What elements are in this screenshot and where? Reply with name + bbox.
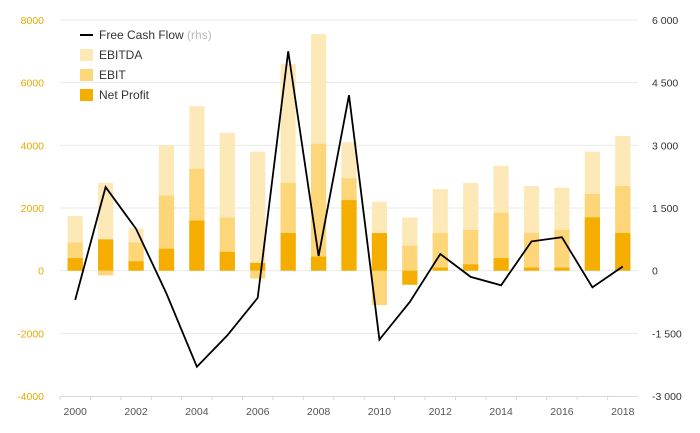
left-y-tick-label: -4000: [17, 391, 44, 403]
net-profit-bar: [310, 256, 327, 271]
net-profit-bar: [158, 248, 175, 271]
net-profit-bar: [584, 217, 600, 271]
legend-label-ebitda: EBITDA: [99, 48, 142, 62]
net-profit-bar: [615, 233, 631, 271]
right-y-tick-label: 6 000: [652, 15, 678, 27]
net-profit-bar: [341, 200, 357, 271]
x-tick-label: 2008: [307, 406, 331, 418]
net-profit-bar: [280, 233, 296, 271]
ebit-bar: [493, 212, 509, 271]
ebit-bar: [554, 229, 570, 271]
right-y-tick-label: 1 500: [652, 203, 678, 215]
net-profit-bar: [432, 267, 448, 271]
legend-swatch-ebitda: [80, 49, 93, 61]
x-tick-label: 2012: [429, 406, 453, 418]
bars-group: [67, 34, 631, 306]
x-tick-label: 2010: [368, 406, 392, 418]
net-profit-bar: [463, 264, 479, 271]
right-y-tick-label: -3 000: [652, 391, 682, 403]
left-y-tick-label: 8000: [21, 15, 45, 27]
right-y-tick-label: 4 500: [652, 78, 678, 90]
net-profit-bar: [554, 267, 570, 271]
x-tick-label: 2018: [611, 406, 635, 418]
net-profit-bar: [67, 258, 83, 271]
net-profit-bar: [98, 239, 114, 271]
legend: Free Cash Flow (rhs) EBITDA EBIT Net Profit: [80, 28, 212, 102]
net-profit-bar: [493, 258, 509, 271]
legend-label-free-cash-flow: Free Cash Flow (rhs): [99, 28, 212, 42]
ebit-bar: [250, 270, 266, 279]
x-tick-label: 2004: [185, 406, 209, 418]
x-tick-label: 2000: [64, 406, 88, 418]
left-y-tick-label: 0: [38, 266, 44, 278]
net-profit-bar: [189, 220, 205, 271]
legend-suffix-rhs: (rhs): [184, 28, 212, 42]
left-y-tick-label: 4000: [21, 140, 45, 152]
net-profit-bar: [250, 262, 266, 271]
left-y-tick-label: 6000: [21, 78, 45, 90]
ebit-bar: [432, 233, 448, 271]
axes: 2000 2002 2004 2006 2008 2010 2012 2014 2016 2018…: [17, 15, 682, 418]
fcf-line-group: [74, 51, 624, 369]
free-cash-flow-line: [74, 51, 624, 369]
net-profit-bar: [371, 233, 388, 271]
x-tick-label: 2002: [124, 406, 148, 418]
left-y-tick-label: 2000: [21, 203, 45, 215]
net-profit-bar: [523, 267, 540, 271]
right-y-tick-label: 0: [652, 266, 658, 278]
x-tick-label: 2014: [489, 406, 513, 418]
ebit-bar: [523, 233, 540, 271]
net-profit-bar: [128, 261, 144, 271]
net-profit-bar: [402, 270, 418, 285]
x-tick-label: 2016: [550, 406, 574, 418]
left-y-tick-label: -2000: [17, 328, 44, 340]
legend-label-ebit: EBIT: [99, 68, 126, 82]
ebit-bar: [98, 270, 114, 276]
ebitda-bar: [250, 151, 266, 271]
net-profit-bar: [219, 251, 235, 271]
right-y-tick-label: -1 500: [652, 328, 682, 340]
legend-label-net-profit: Net Profit: [99, 88, 150, 102]
legend-swatch-ebit: [80, 69, 93, 81]
ebit-bar: [371, 270, 388, 306]
legend-swatch-net-profit: [80, 89, 93, 101]
x-tick-label: 2006: [246, 406, 270, 418]
ebit-bar: [402, 245, 418, 271]
right-y-tick-label: 3 000: [652, 140, 678, 152]
ebit-bar: [463, 229, 479, 271]
